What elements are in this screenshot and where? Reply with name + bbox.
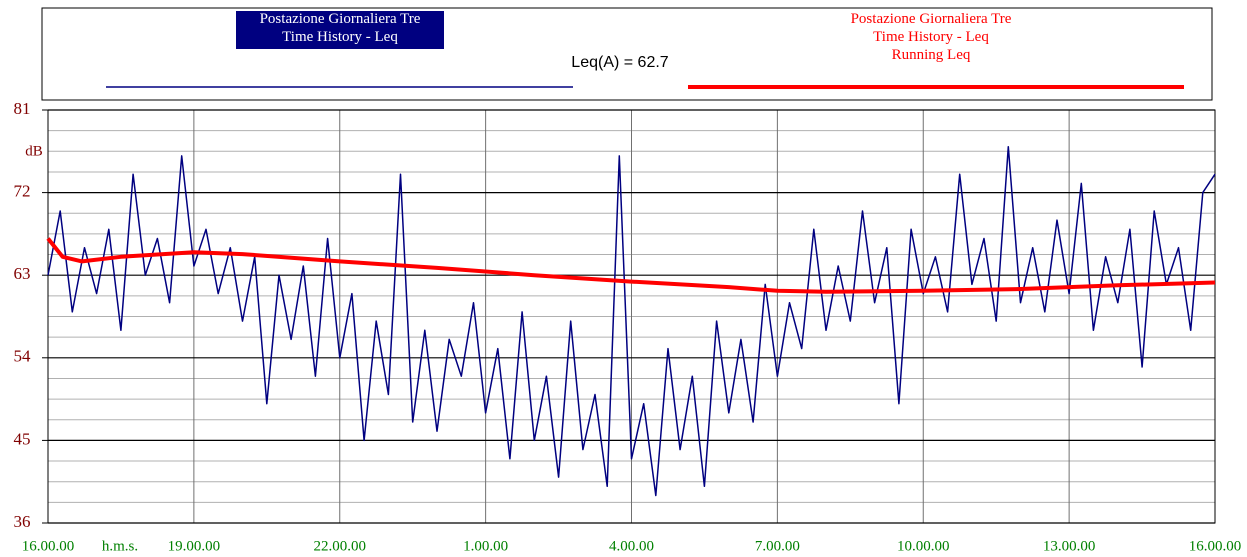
x-tick-label: 10.00.00: [897, 538, 950, 554]
legend-highlight: [236, 11, 444, 49]
legend-label: Postazione Giornaliera Tre Time History -…: [260, 11, 421, 45]
x-tick-label: 16.00.00: [22, 538, 75, 554]
x-tick-label: 13.00.00: [1043, 538, 1096, 554]
x-tick-label: 4.00.00: [609, 538, 654, 554]
x-axis-label: h.m.s.: [102, 538, 138, 554]
x-tick-label: 22.00.00: [314, 538, 367, 554]
y-tick-label: 45: [14, 429, 31, 448]
x-tick-label: 16.00.00: [1189, 538, 1242, 554]
y-tick-label: 81: [14, 99, 31, 118]
series-line: [47, 145, 1216, 497]
y-axis-label: dB: [25, 143, 43, 159]
series-line: [46, 237, 1216, 294]
annotation: Leq(A) = 62.7: [571, 54, 669, 71]
y-tick-label: 63: [14, 264, 31, 283]
y-tick-label: 36: [14, 512, 31, 531]
y-tick-label: 72: [14, 182, 31, 201]
x-tick-label: 19.00.00: [168, 538, 221, 554]
x-tick-label: 7.00.00: [755, 538, 800, 554]
plot-frame: [47, 109, 1216, 524]
x-tick-label: 1.00.00: [463, 538, 508, 554]
legend-label: Postazione Giornaliera Tre Time History -…: [851, 11, 1012, 63]
y-tick-label: 54: [14, 347, 32, 366]
